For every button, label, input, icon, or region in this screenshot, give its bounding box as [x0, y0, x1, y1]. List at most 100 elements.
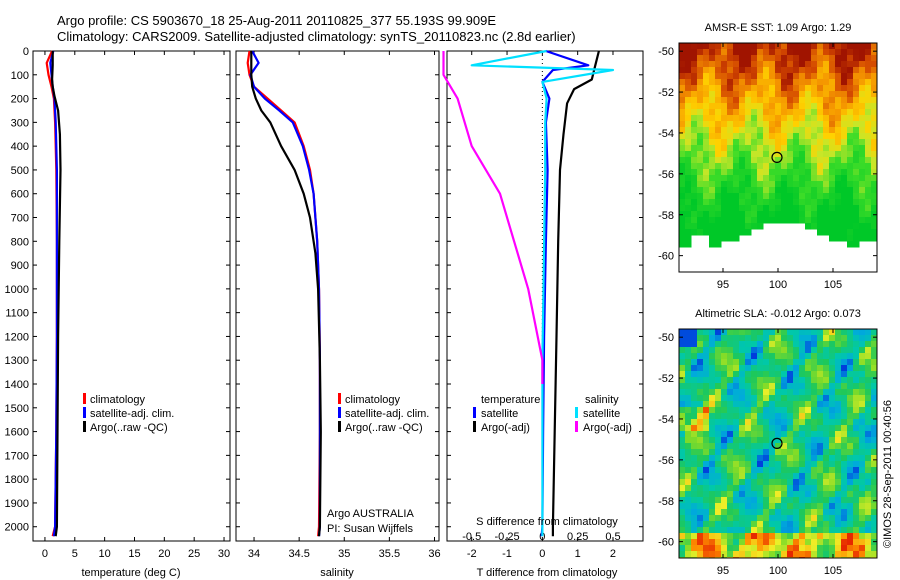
- heatmap-cell: [769, 509, 776, 516]
- heatmap-cell: [775, 467, 782, 474]
- heatmap-cell: [811, 359, 818, 366]
- heatmap-cell: [697, 407, 704, 414]
- heatmap-cell: [775, 359, 782, 366]
- heatmap-cell: [721, 109, 728, 116]
- heatmap-cell: [757, 85, 764, 92]
- heatmap-cell: [739, 545, 746, 552]
- heatmap-cell: [745, 407, 752, 414]
- lat-tick-label: -56: [658, 169, 674, 181]
- heatmap-cell: [841, 347, 848, 354]
- heatmap-cell: [763, 377, 770, 384]
- heatmap-cell: [817, 85, 824, 92]
- heatmap-cell: [703, 491, 710, 498]
- heatmap-cell: [805, 67, 812, 74]
- heatmap-cell: [787, 163, 794, 170]
- heatmap-cell: [841, 533, 848, 540]
- heatmap-cell: [793, 335, 800, 342]
- heatmap-cell: [799, 551, 806, 558]
- heatmap-cell: [715, 443, 722, 450]
- heatmap-cell: [841, 545, 848, 552]
- heatmap-cell: [805, 115, 812, 122]
- heatmap-cell: [757, 401, 764, 408]
- heatmap-cell: [781, 211, 788, 218]
- heatmap-cell: [817, 503, 824, 510]
- heatmap-cell: [793, 485, 800, 492]
- heatmap-cell: [841, 43, 848, 50]
- heatmap-cell: [763, 341, 770, 348]
- heatmap-cell: [727, 509, 734, 516]
- heatmap-cell: [775, 455, 782, 462]
- heatmap-cell: [859, 455, 866, 462]
- heatmap-cell: [739, 551, 746, 558]
- heatmap-cell: [727, 533, 734, 540]
- heatmap-cell: [871, 205, 877, 212]
- depth-tick-label: 600: [11, 189, 29, 201]
- heatmap-cell: [799, 329, 806, 336]
- heatmap-cell: [853, 521, 860, 528]
- heatmap-cell: [805, 539, 812, 546]
- heatmap-cell: [787, 419, 794, 426]
- lat-tick-label: -58: [658, 210, 674, 222]
- heatmap-cell: [751, 211, 758, 218]
- heatmap-cell: [727, 455, 734, 462]
- legend-swatch-argo: [338, 421, 341, 432]
- heatmap-cell: [829, 175, 836, 182]
- heatmap-cell: [793, 133, 800, 140]
- heatmap-cell: [841, 539, 848, 546]
- heatmap-cell: [679, 515, 686, 522]
- heatmap-cell: [709, 485, 716, 492]
- heatmap-cell: [697, 335, 704, 342]
- heatmap-cell: [865, 497, 872, 504]
- heatmap-cell: [775, 187, 782, 194]
- heatmap-cell: [799, 91, 806, 98]
- heatmap-cell: [817, 43, 824, 50]
- heatmap-cell: [841, 479, 848, 486]
- heatmap-cell: [733, 43, 740, 50]
- heatmap-cell: [841, 151, 848, 158]
- heatmap-cell: [811, 383, 818, 390]
- heatmap-cell: [751, 521, 758, 528]
- heatmap-cell: [787, 407, 794, 414]
- heatmap-cell: [727, 413, 734, 420]
- heatmap-cell: [703, 425, 710, 432]
- heatmap-cell: [817, 55, 824, 62]
- heatmap-cell: [793, 211, 800, 218]
- heatmap-cell: [751, 419, 758, 426]
- heatmap-cell: [805, 395, 812, 402]
- heatmap-cell: [871, 413, 877, 420]
- heatmap-cell: [745, 121, 752, 128]
- heatmap-cell: [847, 55, 854, 62]
- heatmap-cell: [841, 79, 848, 86]
- heatmap-cell: [721, 49, 728, 56]
- heatmap-cell: [733, 551, 740, 558]
- heatmap-cell: [793, 217, 800, 224]
- heatmap-cell: [805, 335, 812, 342]
- heatmap-cell: [757, 329, 764, 336]
- lat-tick-label: -60: [658, 537, 674, 549]
- heatmap-cell: [697, 103, 704, 110]
- x-tick-label: 25: [188, 548, 200, 560]
- heatmap-cell: [859, 169, 866, 176]
- heatmap-cell: [859, 389, 866, 396]
- heatmap-cell: [805, 473, 812, 480]
- heatmap-cell: [733, 497, 740, 504]
- heatmap-cell: [763, 97, 770, 104]
- heatmap-cell: [709, 175, 716, 182]
- heatmap-cell: [697, 91, 704, 98]
- heatmap-cell: [799, 133, 806, 140]
- heatmap-cell: [871, 431, 877, 438]
- heatmap-cell: [775, 503, 782, 510]
- heatmap-cell: [715, 341, 722, 348]
- heatmap-cell: [793, 359, 800, 366]
- heatmap-cell: [859, 497, 866, 504]
- heatmap-cell: [823, 443, 830, 450]
- heatmap-cell: [679, 437, 686, 444]
- lat-tick-label: -56: [658, 455, 674, 467]
- heatmap-cell: [679, 431, 686, 438]
- legend-title-salinity: salinity: [585, 394, 619, 406]
- heatmap-cell: [709, 491, 716, 498]
- heatmap-cell: [859, 509, 866, 516]
- heatmap-cell: [739, 229, 746, 236]
- heatmap-cell: [793, 91, 800, 98]
- heatmap-cell: [769, 205, 776, 212]
